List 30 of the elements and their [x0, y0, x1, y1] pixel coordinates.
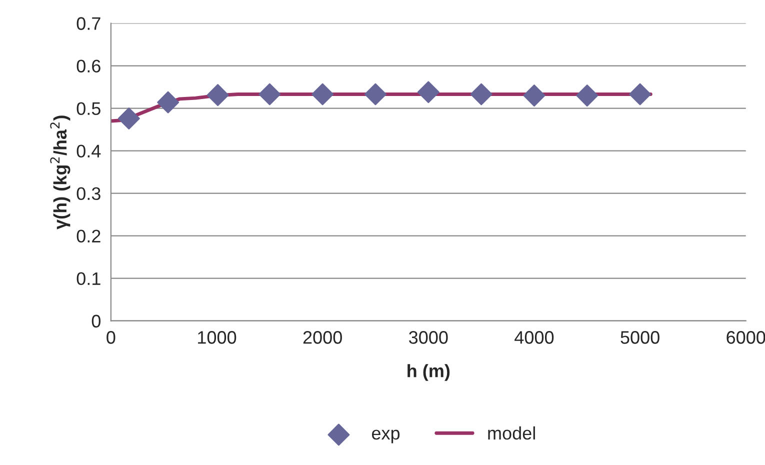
point [364, 83, 386, 106]
y-tick-label: 0.4 [76, 144, 101, 158]
point [576, 84, 598, 107]
x-tick-label: 3000 [409, 331, 448, 344]
y-tick-label: 0 [92, 314, 100, 328]
point [470, 83, 492, 106]
x-tick-label: 0 [106, 331, 116, 344]
y-axis-title: γ(h) (kg$^{2}$/ha$^{2}$) [50, 116, 70, 230]
point [258, 83, 281, 106]
x-tick-label: 1000 [198, 331, 236, 344]
x-tick-label: 5000 [620, 331, 660, 344]
y-tick-label: 0.7 [76, 17, 100, 30]
x-tick-label: 4000 [514, 331, 554, 344]
y-tick-label: 0.6 [76, 60, 100, 72]
point [157, 91, 180, 114]
x-tick-label: 2000 [303, 331, 342, 344]
legend-label: model [488, 426, 535, 440]
y-tick-label: 0.1 [76, 272, 100, 286]
point [118, 107, 140, 130]
y-tick-label: 0.3 [76, 187, 100, 200]
point [523, 84, 546, 107]
x-axis-title: h (m) [408, 364, 450, 381]
legend-label: exp [372, 430, 400, 444]
point [312, 83, 334, 106]
y-tick-label: 0.5 [76, 102, 100, 115]
point [417, 81, 440, 104]
x-tick-label: 6000 [726, 331, 765, 344]
point [629, 83, 652, 106]
point [206, 84, 229, 106]
y-tick-label: 0.2 [76, 230, 100, 243]
